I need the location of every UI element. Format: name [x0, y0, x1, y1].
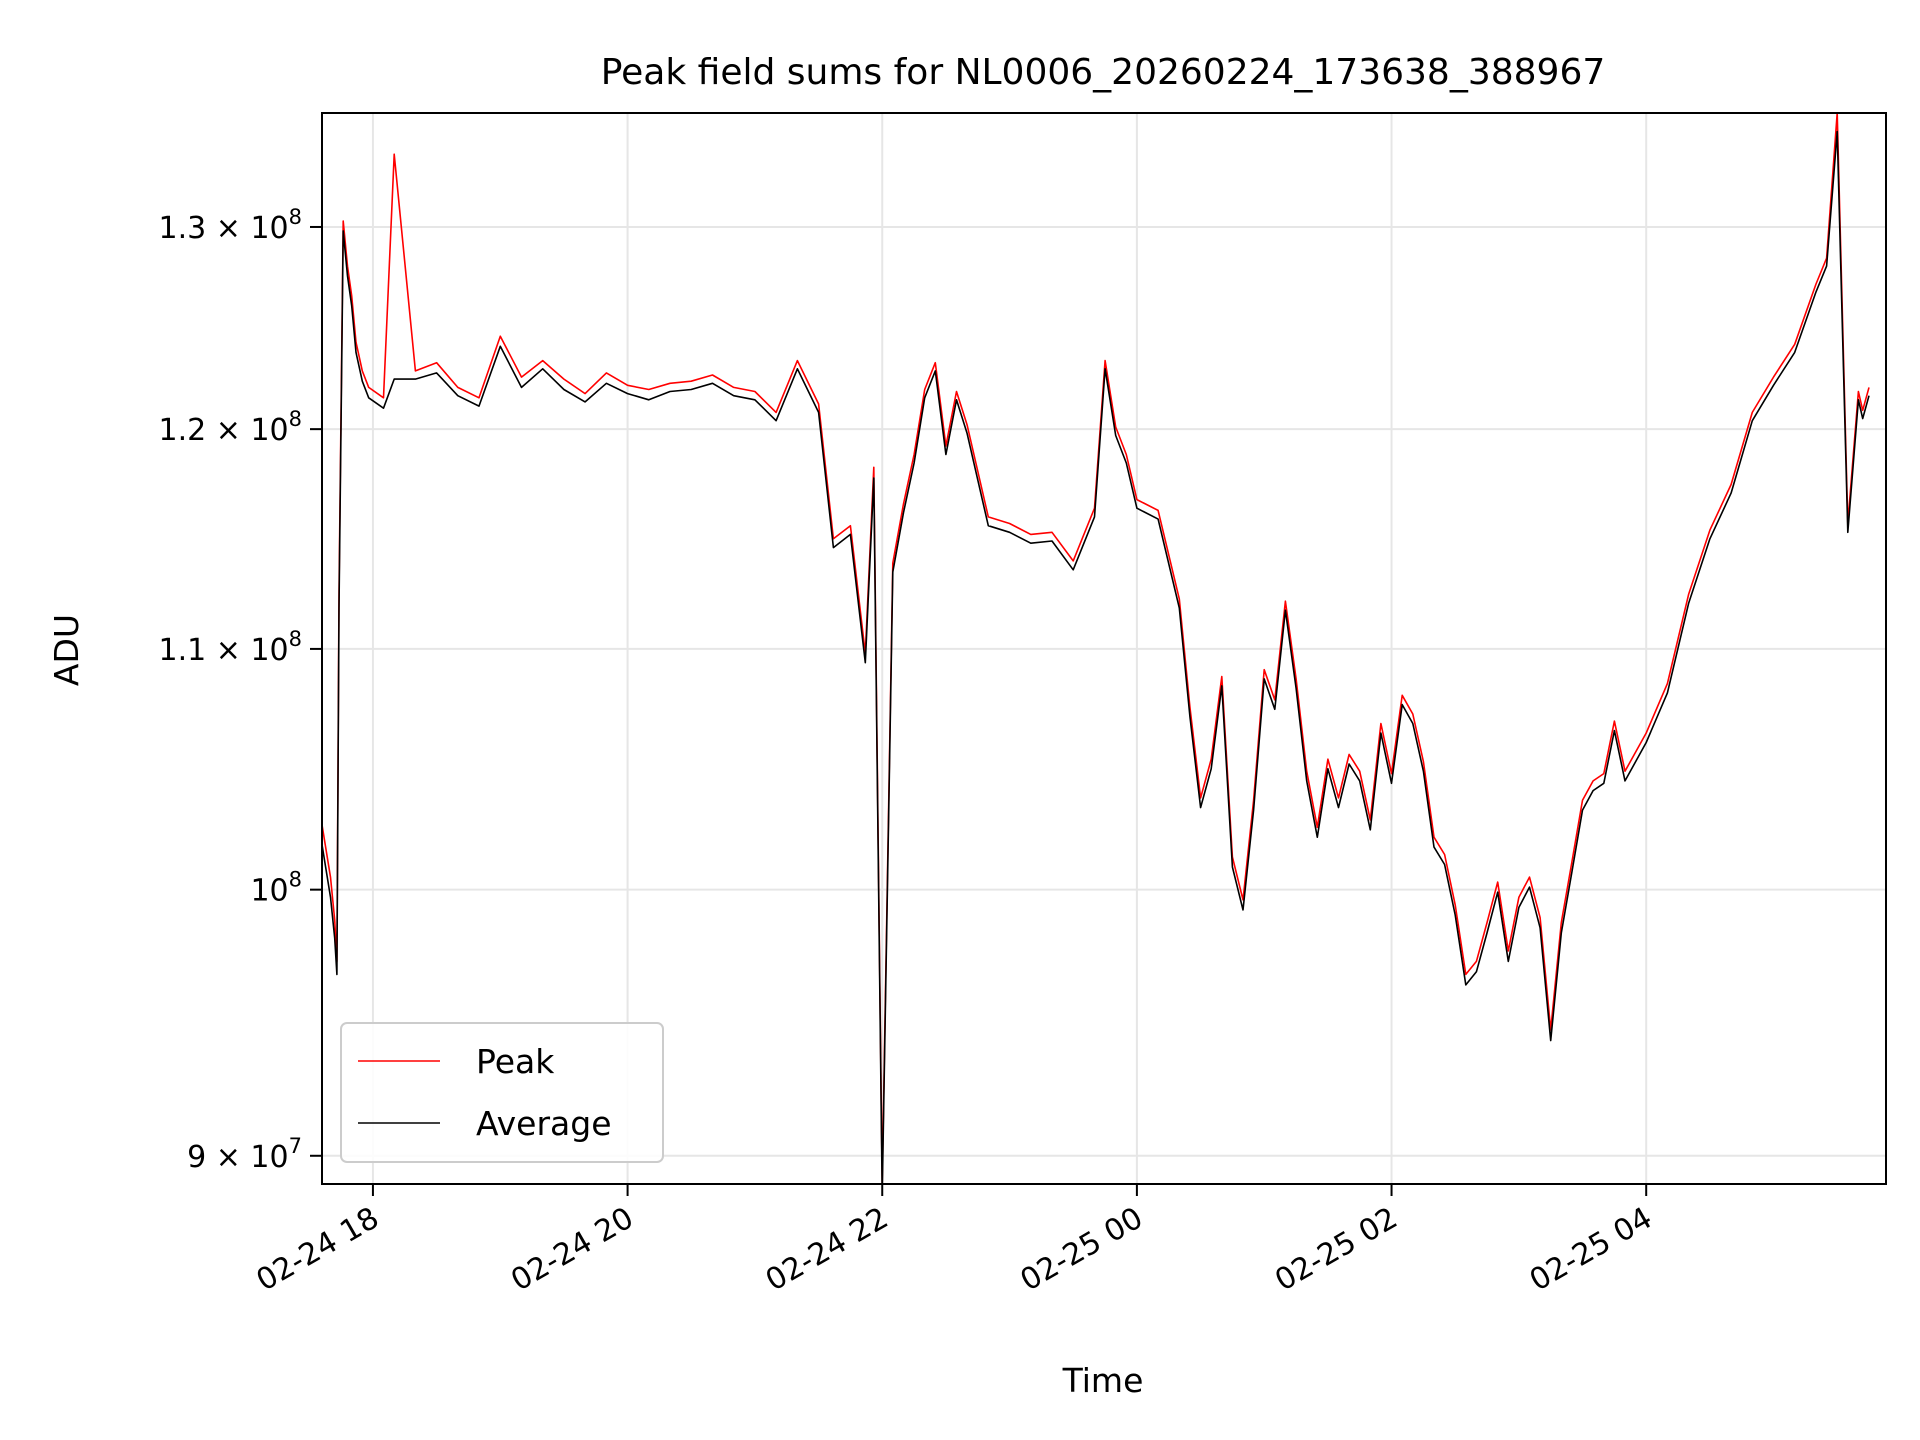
y-axis-label: ADU [47, 614, 86, 686]
legend: Peak Average [340, 1022, 664, 1163]
series-line-peak [322, 113, 1870, 1184]
series-line-average [322, 130, 1870, 1184]
x-axis-label: Time [1062, 1361, 1144, 1400]
y-tick-label: 9 × 107 [187, 1134, 302, 1175]
y-tick-label: 1.3 × 108 [159, 205, 302, 246]
y-tick-label: 1.1 × 108 [159, 627, 302, 668]
y-tick-label: 1.2 × 108 [159, 407, 302, 448]
legend-box [340, 1022, 664, 1163]
grid [322, 113, 1886, 1184]
legend-label-peak: Peak [476, 1042, 555, 1081]
chart-title: Peak field sums for NL0006_20260224_1736… [601, 52, 1606, 93]
legend-label-average: Average [476, 1104, 612, 1143]
plot-area [322, 113, 1870, 1184]
